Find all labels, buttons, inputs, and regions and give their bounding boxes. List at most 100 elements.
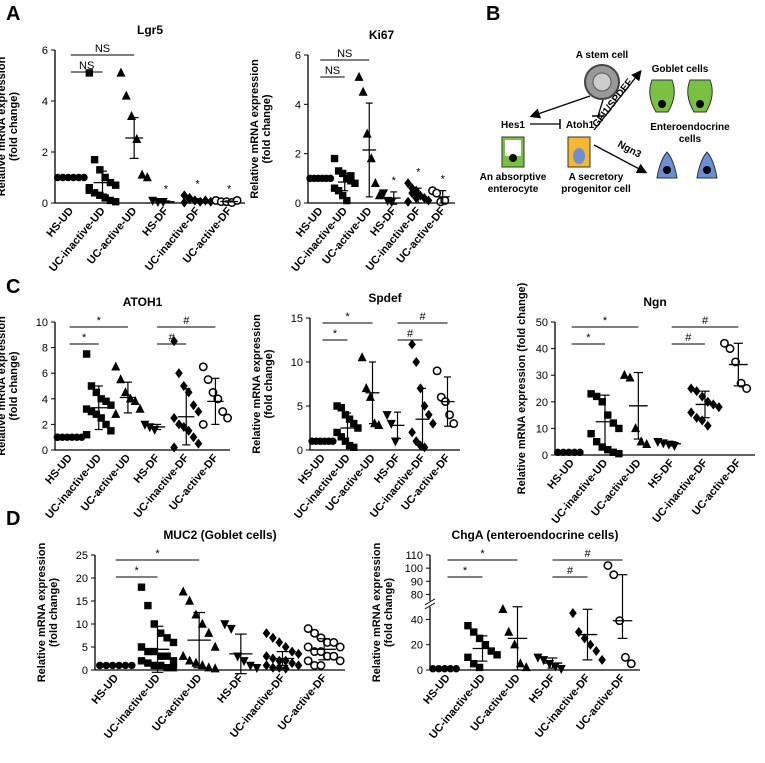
point (351, 179, 359, 187)
y-axis-label: Relative mRNA expression (0, 56, 8, 196)
point (189, 432, 198, 443)
point (303, 624, 313, 634)
significance: NS (95, 43, 110, 55)
diagram-label: cells (679, 134, 702, 145)
y-axis-label: (fold change) (383, 578, 395, 647)
point (592, 645, 601, 657)
point (510, 639, 520, 649)
point (432, 188, 442, 198)
significance: * (416, 166, 421, 178)
significance: # (183, 315, 190, 327)
point (329, 637, 339, 647)
point (424, 195, 433, 206)
x-tick-label: HS-DF (215, 672, 246, 706)
significance: * (603, 315, 608, 327)
panel-label: A (6, 3, 20, 25)
point (736, 378, 746, 388)
x-tick-label: HS-UD (545, 457, 577, 491)
point (703, 420, 712, 431)
y-tick-label: 10 (36, 317, 48, 329)
y-tick-label: 2 (42, 147, 48, 159)
point (626, 659, 636, 669)
diagram-label: Goblet cells (652, 64, 709, 75)
y-tick-label: 5 (82, 642, 88, 654)
axis-break (424, 602, 436, 610)
significance: # (419, 311, 426, 323)
point (175, 368, 183, 379)
point (386, 419, 396, 429)
point (163, 664, 171, 672)
point (85, 184, 94, 192)
point (262, 651, 271, 662)
point (163, 652, 171, 660)
point (698, 391, 707, 402)
point (111, 198, 120, 206)
y-tick-label: 110 (405, 550, 423, 562)
point (515, 658, 525, 668)
point (687, 407, 695, 418)
point (137, 583, 146, 591)
point (742, 384, 752, 393)
significance: # (169, 332, 176, 344)
point (169, 664, 178, 672)
point (170, 442, 178, 453)
significance: # (584, 548, 591, 560)
diagram-label: A stem cell (576, 50, 629, 61)
point (329, 651, 339, 661)
y-axis-label: (fold change) (8, 92, 20, 161)
point (598, 654, 606, 665)
y-axis-label: Relative mRNA expression (fold change) (516, 282, 528, 494)
significance: # (407, 328, 414, 340)
point (198, 419, 208, 429)
y-tick-label: 50 (536, 317, 548, 329)
y-tick-label: 40 (536, 344, 548, 356)
y-tick-label: 4 (42, 96, 48, 108)
endocrine-cell (656, 151, 678, 179)
point (379, 189, 389, 199)
point (586, 639, 595, 650)
point (620, 652, 630, 662)
y-tick-label: 0 (295, 198, 301, 210)
point (288, 658, 296, 669)
point (137, 169, 147, 179)
point (382, 411, 392, 421)
point (194, 406, 203, 417)
point (715, 402, 723, 413)
point (220, 620, 230, 630)
chart-title: Spdef (368, 291, 402, 305)
point (210, 641, 220, 651)
axis-break (424, 598, 436, 606)
point (194, 438, 203, 449)
point (142, 172, 152, 182)
diagram-label: A secretory (569, 172, 624, 183)
stem-nucleus (592, 72, 612, 92)
point (432, 366, 442, 376)
y-tick-label: 0 (542, 450, 548, 462)
point (281, 641, 290, 653)
point (556, 665, 566, 675)
nucleus (703, 166, 711, 174)
y-tick-label: 0 (42, 445, 48, 457)
point (185, 194, 194, 205)
point (262, 628, 271, 639)
diagram-label: Ngn3 (616, 139, 644, 161)
point (316, 633, 326, 643)
significance: * (480, 548, 485, 560)
point (275, 637, 284, 648)
y-tick-label: 0 (297, 445, 303, 457)
point (226, 624, 236, 634)
point (533, 653, 543, 663)
point (191, 657, 201, 667)
chart-title: MUC2 (Goblet cells) (163, 528, 276, 542)
arrow (593, 69, 642, 131)
significance: * (195, 178, 200, 190)
point (725, 344, 735, 354)
point (343, 196, 351, 205)
y-tick-label: 2 (42, 419, 48, 431)
y-axis-label: Relative mRNA expression (36, 542, 48, 682)
point (111, 181, 120, 189)
chart-title: Ki67 (369, 28, 395, 42)
y-tick-label: 40 (411, 614, 423, 626)
significance: * (586, 332, 591, 344)
point (412, 356, 421, 368)
